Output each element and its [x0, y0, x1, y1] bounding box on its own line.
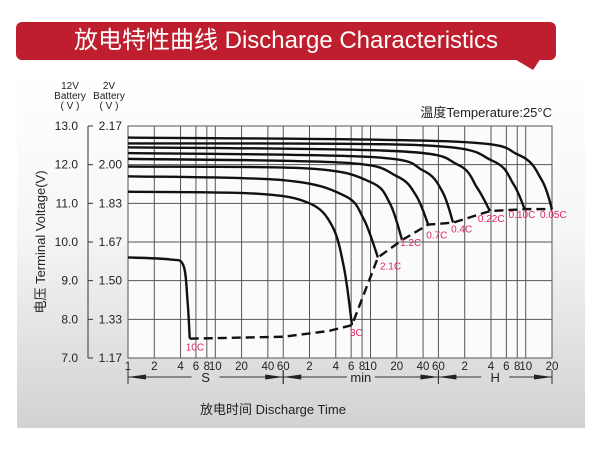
x-tick-label: 2 [151, 361, 157, 373]
y-tick-label-12v: 9.0 [61, 274, 78, 288]
x-tick-label: 8 [204, 361, 210, 373]
discharge-curve-2.1C [127, 175, 380, 258]
discharge-curve-0.22C [127, 146, 491, 212]
x-tick-label: 60 [432, 361, 445, 373]
y-tick-label-2v: 1.50 [99, 274, 123, 288]
x-tick-label: 2 [462, 361, 468, 373]
rate-label: 10C [186, 343, 204, 354]
x-tick-label: 6 [193, 361, 199, 373]
x-tick-label: 6 [348, 361, 354, 373]
arrow-right-icon [534, 374, 552, 380]
x-tick-label: 20 [390, 361, 403, 373]
rate-label: 3C [350, 328, 363, 339]
header-12v-line3: ( V ) [61, 101, 80, 112]
x-tick-label: 6 [503, 361, 509, 373]
y-tick-label-12v: 10.0 [55, 235, 79, 249]
discharge-curve-0.10C [127, 142, 526, 210]
y-tick-label-2v: 1.83 [99, 196, 123, 210]
discharge-curve-0.4C [127, 151, 455, 224]
x-tick-label: 20 [235, 361, 248, 373]
y-tick-label-2v: 1.17 [99, 351, 123, 365]
x-tick-label: 40 [261, 361, 274, 373]
page-title: 放电特性曲线 Discharge Characteristics [16, 22, 556, 60]
header-2v-line1: 2V [103, 81, 116, 92]
x-tick-label: 2 [306, 361, 312, 373]
discharge-curve-0.7C [127, 157, 430, 226]
rate-label: 1.2C [400, 238, 421, 249]
x-tick-label: 20 [546, 361, 559, 373]
x-tick-label: 4 [488, 361, 495, 373]
x-tick-label: 10 [209, 361, 222, 373]
arrow-left-icon [128, 374, 146, 380]
cutoff-voltage-line [189, 207, 552, 340]
x-tick-label: 10 [364, 361, 377, 373]
discharge-curve-1.2C [127, 165, 404, 241]
x-tick-label: 60 [277, 361, 290, 373]
y-tick-label-2v: 1.33 [99, 312, 123, 326]
header-2v-line3: ( V ) [100, 101, 119, 112]
x-unit-label: min [350, 370, 371, 385]
arrow-left-icon [438, 374, 457, 380]
y-tick-label-12v: 7.0 [61, 351, 78, 365]
rate-label: 0.4C [451, 225, 472, 236]
temperature-annotation: 温度Temperature:25°C [420, 105, 552, 120]
y-tick-label-12v: 12.0 [55, 158, 79, 172]
y-tick-label-12v: 8.0 [61, 312, 78, 326]
y-axis-title: 电压 Terminal Voltage(V) [33, 170, 48, 313]
x-tick-label: 10 [519, 361, 532, 373]
y-tick-label-12v: 13.0 [55, 119, 79, 133]
y-tick-label-2v: 1.67 [99, 235, 123, 249]
x-tick-label: 8 [359, 361, 365, 373]
x-tick-label: 4 [333, 361, 340, 373]
y-tick-label-2v: 2.00 [99, 158, 123, 172]
header-12v-line2: Battery [54, 91, 86, 102]
rate-label: 2.1C [380, 261, 401, 272]
x-tick-label: 8 [514, 361, 520, 373]
x-axis-title: 放电时间 Discharge Time [200, 402, 346, 417]
x-tick-label: 1 [125, 361, 131, 373]
x-tick-label: 40 [417, 361, 430, 373]
rate-label: 0.05C [540, 210, 567, 221]
y-tick-label-2v: 2.17 [99, 119, 123, 133]
arrow-right-icon [420, 374, 439, 380]
x-unit-label: S [201, 370, 210, 385]
rate-label: 0.7C [426, 231, 447, 242]
y-tick-label-12v: 11.0 [56, 196, 79, 210]
discharge-curve-3C [127, 190, 354, 326]
discharge-curve-10C [127, 256, 191, 339]
arrow-right-icon [265, 374, 284, 380]
header-12v-line1: 12V [61, 81, 79, 92]
arrow-left-icon [283, 374, 302, 380]
x-unit-label: H [491, 370, 500, 385]
rate-label: 0.10C [509, 210, 536, 221]
header-2v-line2: Battery [93, 91, 125, 102]
x-tick-label: 4 [177, 361, 184, 373]
rate-label: 0.22C [478, 214, 505, 225]
discharge-curve-0.05C [127, 136, 554, 210]
